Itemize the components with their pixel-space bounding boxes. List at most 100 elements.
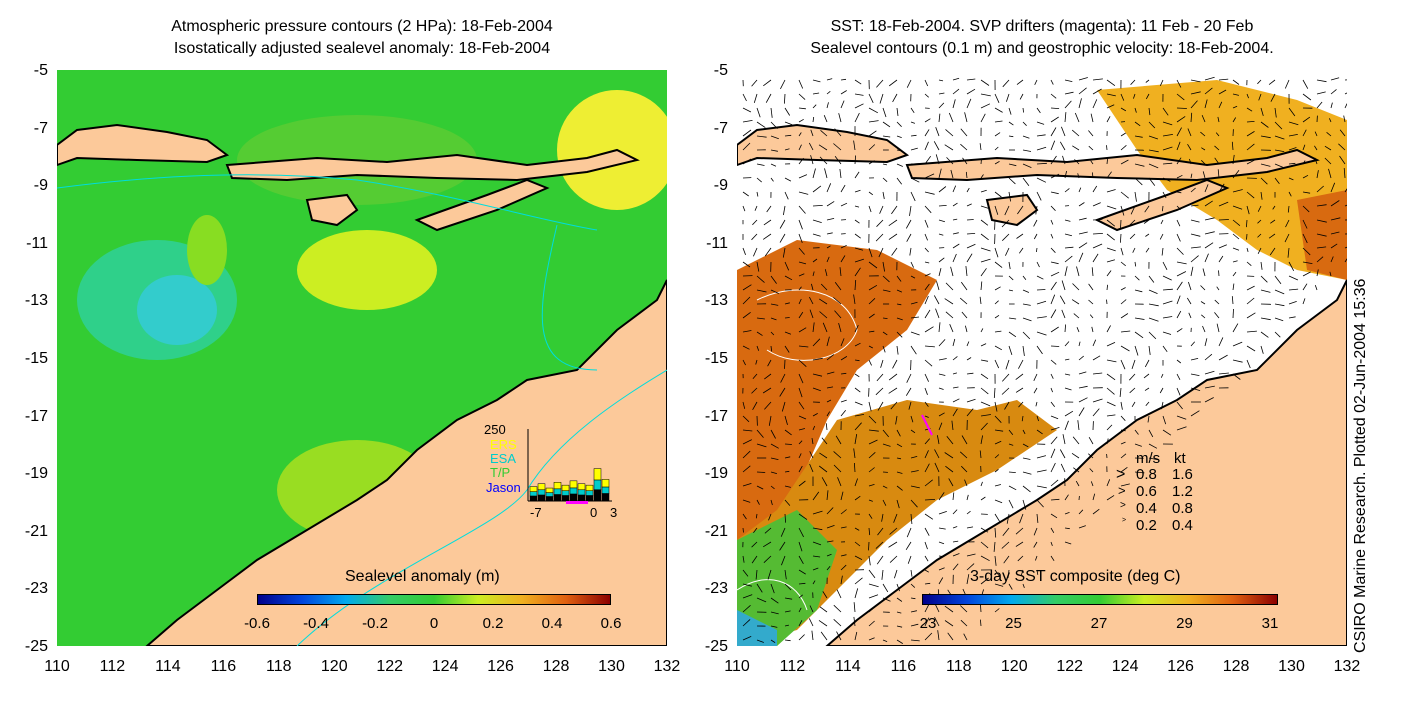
velocity-arrow: [1148, 289, 1158, 294]
velocity-arrow: [910, 513, 913, 525]
velocity-arrow: [882, 121, 891, 128]
velocity-arrow: [1288, 261, 1295, 271]
velocity-arrow: [1106, 479, 1111, 487]
velocity-arrow: [1176, 116, 1186, 123]
velocity-arrow: [823, 115, 828, 123]
velocity-arrow: [966, 243, 976, 249]
velocity-arrow: [1033, 387, 1038, 394]
inset-bar-segment: [537, 494, 546, 502]
velocity-arrow: [868, 499, 873, 502]
velocity-arrow: [952, 540, 959, 543]
velocity-arrow: [1260, 261, 1263, 270]
velocity-arrow: [742, 120, 753, 123]
velocity-arrow: [1148, 443, 1158, 449]
velocity-arrow: [826, 336, 830, 347]
velocity-arrow: [798, 569, 806, 575]
velocity-arrow: [779, 541, 786, 551]
velocity-arrow: [1002, 527, 1010, 537]
velocity-arrow: [798, 298, 802, 305]
velocity-arrow: [798, 93, 806, 100]
velocity-arrow: [1217, 169, 1220, 179]
velocity-arrow: [1008, 275, 1014, 281]
velocity-arrow: [1092, 99, 1098, 109]
sealevel-contour-1: [756, 289, 858, 361]
velocity-arrow: [1022, 443, 1029, 448]
inset-bar-segment: [545, 492, 554, 497]
velocity-arrow: [994, 468, 999, 473]
velocity-arrow: [756, 345, 760, 351]
velocity-arrow: [896, 443, 903, 448]
left-colorbar-label: 0.6: [600, 615, 622, 632]
left-xtick: 130: [598, 658, 625, 675]
right-xtick: 118: [946, 658, 972, 675]
velocity-arrow: [1343, 167, 1346, 179]
velocity-arrow: [875, 233, 884, 242]
velocity-arrow: [952, 553, 960, 557]
velocity-arrow: [1003, 555, 1010, 564]
velocity-arrow: [784, 134, 792, 137]
velocity-arrow: [1246, 345, 1256, 352]
velocity-arrow: [1076, 327, 1080, 333]
velocity-arrow: [840, 575, 843, 585]
velocity-arrow: [826, 201, 835, 207]
velocity-arrow: [910, 261, 914, 268]
velocity-arrow: [1050, 93, 1057, 99]
left-xtick: 124: [431, 658, 459, 675]
velocity-arrow: [1050, 345, 1060, 347]
velocity-arrow: [1120, 313, 1129, 319]
velocity-arrow: [1033, 541, 1038, 548]
velocity-arrow: [840, 184, 846, 193]
velocity-arrow: [1246, 107, 1253, 112]
velocity-arrow: [1176, 271, 1187, 277]
velocity-arrow: [1145, 79, 1150, 83]
velocity-arrow: [1064, 410, 1074, 417]
velocity-arrow: [824, 269, 828, 277]
velocity-arrow: [1232, 373, 1241, 380]
velocity-arrow: [798, 607, 802, 613]
velocity-arrow: [882, 597, 891, 602]
velocity-arrow: [888, 219, 898, 227]
velocity-arrow: [812, 104, 817, 109]
velocity-arrow: [826, 183, 832, 193]
velocity-arrow: [756, 639, 764, 643]
velocity-arrow: [1050, 271, 1060, 277]
velocity-arrow: [1202, 268, 1206, 277]
velocity-arrow: [924, 617, 930, 627]
velocity-arrow: [896, 471, 903, 474]
velocity-arrow: [1018, 247, 1024, 254]
velocity-arrow: [1344, 188, 1347, 193]
velocity-arrow: [980, 541, 989, 549]
velocity-arrow: [756, 443, 767, 448]
velocity-arrow: [1120, 132, 1126, 137]
velocity-arrow: [868, 569, 876, 579]
velocity-arrow: [1064, 219, 1071, 222]
left-ytick: -11: [26, 234, 48, 252]
velocity-arrow: [1092, 219, 1103, 221]
velocity-arrow: [889, 527, 898, 535]
velocity-arrow: [924, 129, 930, 137]
velocity-arrow: [826, 245, 831, 249]
velocity-arrow: [1257, 205, 1262, 212]
velocity-arrow: [1214, 145, 1220, 151]
inset-bar-segment: [529, 491, 538, 497]
velocity-arrow: [1106, 171, 1112, 179]
velocity-arrow: [1190, 187, 1196, 193]
velocity-arrow: [910, 134, 917, 137]
velocity-arrow: [1176, 359, 1182, 364]
velocity-arrow: [756, 121, 766, 128]
velocity-arrow: [742, 527, 744, 533]
velocity-arrow: [868, 583, 879, 588]
velocity-arrow: [742, 415, 750, 423]
inset-bar-segment: [529, 486, 538, 492]
velocity-arrow: [1159, 233, 1164, 240]
velocity-arrow: [980, 328, 984, 333]
velocity-arrow: [882, 499, 887, 506]
velocity-arrow: [798, 620, 803, 627]
velocity-arrow: [1176, 174, 1183, 179]
velocity-arrow: [763, 555, 772, 563]
velocity-arrow: [1302, 247, 1311, 256]
velocity-arrow: [952, 386, 959, 389]
velocity-arrow: [1106, 414, 1116, 417]
velocity-arrow: [868, 205, 872, 213]
velocity-arrow: [770, 121, 778, 129]
